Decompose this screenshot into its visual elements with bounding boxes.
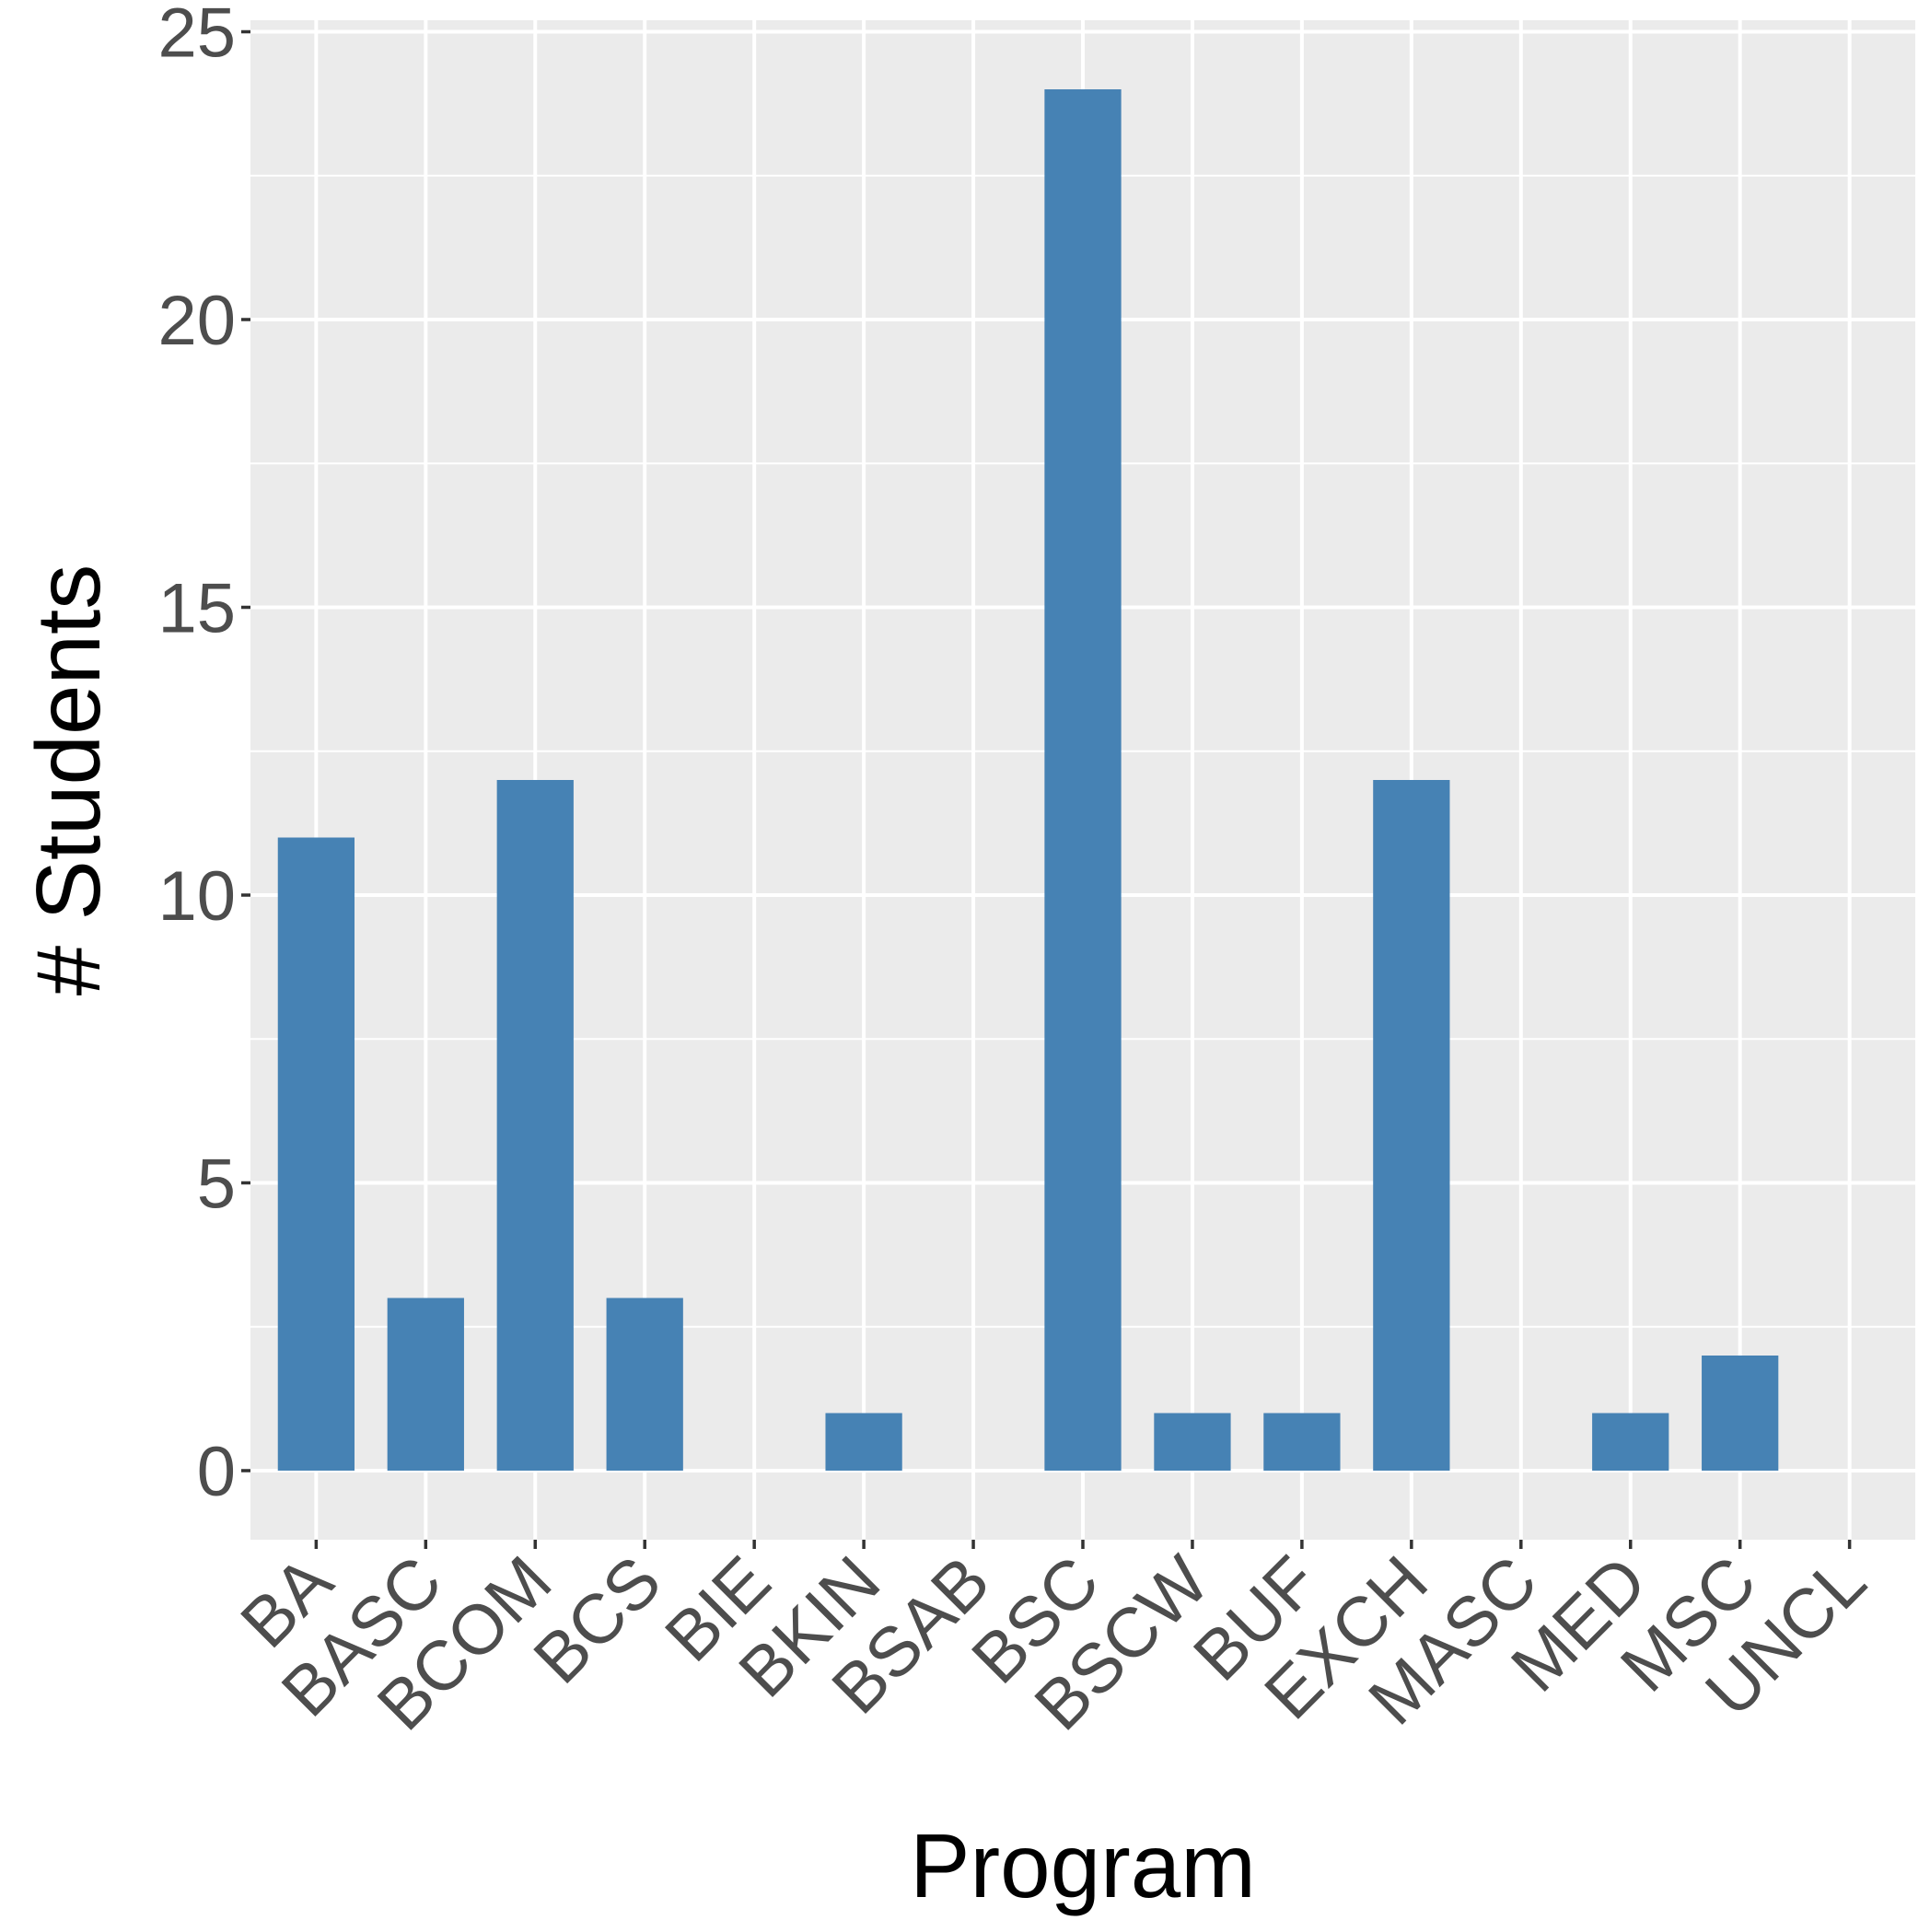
bar-bcs [606, 1298, 683, 1471]
bar-bcom [496, 780, 574, 1471]
bar-exch [1373, 780, 1450, 1471]
bar-basc [387, 1298, 464, 1471]
bar-bkin [825, 1413, 902, 1471]
bar-med [1592, 1413, 1669, 1471]
y-axis: 0 5 10 15 20 25 [157, 0, 250, 1511]
bar-ba [277, 837, 355, 1471]
x-axis-title: Program [910, 1815, 1256, 1916]
bar-bsc [1044, 89, 1122, 1471]
x-axis: BABASCBCOMBCSBIEBKINBSABBSCBSCWBUFEXCHMA… [227, 1540, 1881, 1745]
y-tick-label: 5 [197, 1146, 236, 1224]
bar-bscw [1154, 1413, 1231, 1471]
bars [277, 89, 1779, 1471]
y-tick-label: 20 [157, 282, 236, 360]
y-tick-label: 10 [157, 857, 236, 936]
y-tick-label: 15 [157, 570, 236, 648]
bar-buf [1263, 1413, 1341, 1471]
y-tick-label: 0 [197, 1433, 236, 1511]
y-tick-label: 25 [157, 0, 236, 73]
y-axis-title: # Students [17, 564, 119, 996]
bar-msc [1702, 1356, 1779, 1471]
